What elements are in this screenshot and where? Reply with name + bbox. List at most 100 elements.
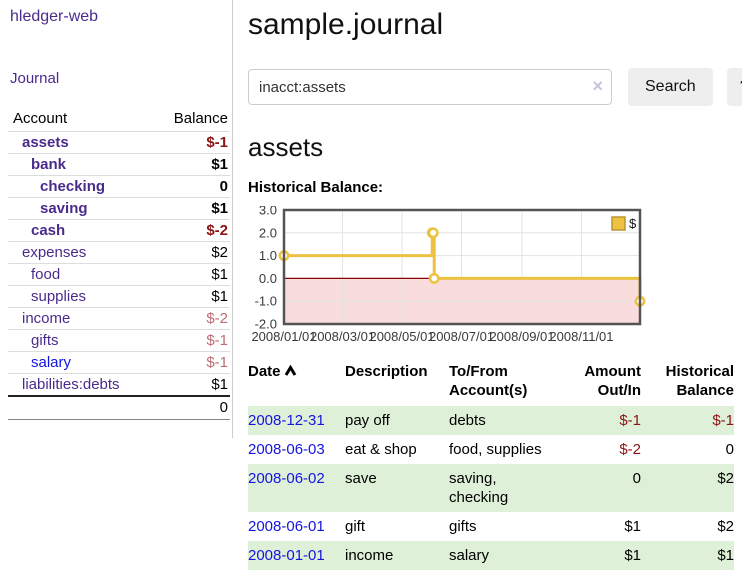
account-link[interactable]: saving [40,200,88,217]
transaction-accounts-cell: debts [449,406,561,435]
transaction-description-cell: pay off [345,406,449,435]
x-tick-label: 2008/07/01 [429,329,494,344]
account-row: gifts $-1 [8,329,230,352]
page-title: sample.journal [248,8,444,41]
main-content: sample.journal × Search ? assets Histori… [248,0,742,570]
account-cell: expenses [8,241,152,264]
transaction-accounts-cell: food, supplies [449,441,542,458]
transaction-date-cell: 2008-06-01 [248,512,345,541]
account-cell: income [8,307,152,330]
transaction-date-link[interactable]: 2008-06-03 [248,441,325,458]
accounts-table-body: assets $-1 bank $1 checking 0 saving $1 cash $-2 e… [8,131,230,396]
account-cell: saving [8,197,152,220]
register-header-description: Description [345,363,428,380]
account-row: salary $-1 [8,351,230,374]
transaction-date-link[interactable]: 2008-06-01 [248,518,325,535]
y-tick-label: -2.0 [255,317,277,332]
accounts-header-account: Account [13,110,68,127]
account-row: cash $-2 [8,219,230,242]
register-table: Date Description To/From Account(s) Amou… [248,362,734,570]
account-row: liabilities:debts $1 [8,373,230,396]
register-header-accounts: To/From Account(s) [449,363,528,399]
account-cell: salary [8,351,152,374]
transaction-balance-cell: $-1 [641,406,734,435]
chart-title: Historical Balance: [248,179,384,196]
account-link[interactable]: income [22,310,71,327]
historical-balance-chart: $3.0 2.0 1.0 0.0 -1.0 -2.02008/01/012008/03/0… [251,206,646,344]
y-tick-label: 2.0 [259,225,277,240]
transaction-row: 2008-06-01 gift gifts $1 $2 [248,512,734,541]
account-balance: $-1 [151,351,230,374]
transaction-amount-cell: 0 [561,464,641,512]
account-row: bank $1 [8,153,230,176]
account-link[interactable]: supplies [31,288,87,305]
register-header-date[interactable]: Date [248,362,345,406]
account-link[interactable]: food [31,266,61,283]
accounts-table: Account Balance assets $-1 bank $1 checking 0… [8,107,230,420]
transaction-description-cell: gift [345,518,366,535]
account-balance: $1 [151,285,230,308]
transaction-balance-cell: $2 [717,518,734,535]
account-row: supplies $1 [8,285,230,308]
data-point [427,227,439,239]
legend-swatch [611,216,626,231]
transaction-amount-cell: $-1 [561,406,641,435]
transaction-balance-cell: 0 [725,441,734,458]
transaction-date-cell: 2008-06-03 [248,435,345,464]
account-balance: $1 [151,263,230,286]
sort-ascending-icon [284,364,296,376]
y-tick-label: 0.0 [259,271,277,286]
account-link[interactable]: assets [22,134,69,151]
account-cell: assets [8,131,152,154]
transaction-row: 2008-06-02 save saving, checking 0 $2 [248,464,734,512]
clear-search-icon[interactable]: × [592,76,603,96]
x-tick-label: 2008/09/01 [489,329,554,344]
transaction-row: 2008-06-03 eat & shop food, supplies $-2 0 [248,435,734,464]
brand-link[interactable]: hledger-web [10,8,99,25]
transaction-date-link[interactable]: 2008-12-31 [248,412,325,429]
transaction-amount-cell: $-2 [619,441,641,458]
x-tick-label: 2008/05/01 [369,329,434,344]
transaction-date-cell: 2008-12-31 [248,406,345,435]
accounts-header-balance: Balance [173,110,228,127]
account-balance: 0 [151,175,230,198]
y-tick-label: 1.0 [259,248,277,263]
account-cell: gifts [8,329,152,352]
account-heading: assets [248,132,324,162]
search-button[interactable]: Search [628,68,713,106]
account-balance: $2 [151,241,230,264]
x-tick-label: 2008/03/01 [310,329,375,344]
account-balance: $-1 [151,329,230,352]
account-row: saving $1 [8,197,230,220]
account-cell: liabilities:debts [8,373,152,396]
transaction-date-cell: 2008-01-01 [248,541,345,570]
search-input-wrap: × [248,69,612,105]
account-link[interactable]: salary [31,354,72,371]
transaction-date-link[interactable]: 2008-06-02 [248,470,325,487]
account-link[interactable]: checking [40,178,106,195]
transaction-date-link[interactable]: 2008-01-01 [248,547,325,564]
sidebar-item-journal[interactable]: Journal [10,70,60,87]
account-balance: $1 [151,373,230,396]
transaction-accounts-cell: salary [449,541,561,570]
transaction-description-cell: income [345,541,449,570]
transaction-balance-cell: $2 [641,464,734,512]
accounts-header-row: Account Balance [8,107,230,132]
account-cell: bank [8,153,152,176]
account-link[interactable]: cash [31,222,66,239]
transaction-amount-cell: $1 [561,541,641,570]
transaction-description-cell: save [345,464,449,512]
accounts-total-balance: 0 [151,395,230,420]
search-input[interactable] [248,69,612,105]
account-link[interactable]: bank [31,156,67,173]
plot-border [282,208,642,326]
help-button[interactable]: ? [726,68,742,106]
transaction-row: 2008-12-31 pay off debts $-1 $-1 [248,406,734,435]
accounts-total-row: 0 [8,395,230,420]
account-balance: $1 [151,153,230,176]
account-link[interactable]: liabilities:debts [22,376,120,393]
account-link[interactable]: gifts [31,332,59,349]
transaction-amount-cell: $1 [624,518,641,535]
account-link[interactable]: expenses [22,244,87,261]
register-header-balance: Historical Balance [665,363,734,399]
